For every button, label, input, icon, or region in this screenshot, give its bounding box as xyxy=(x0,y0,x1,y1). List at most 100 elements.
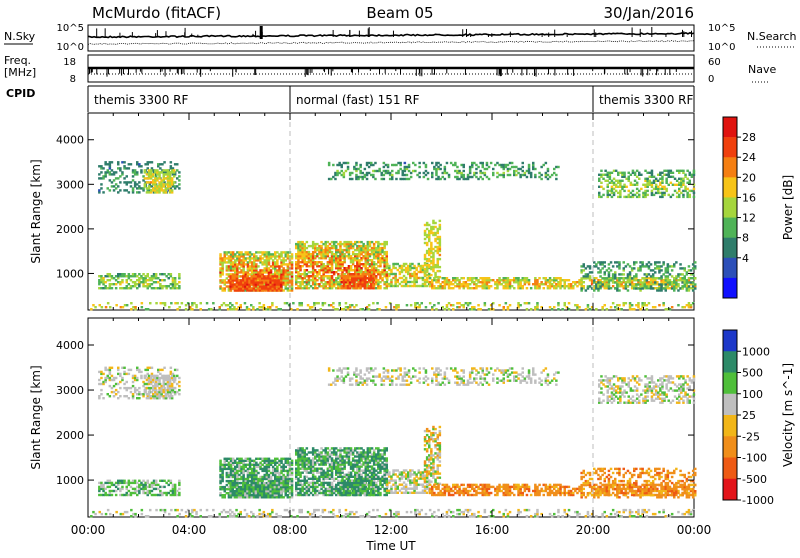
heatmap-cell xyxy=(149,302,152,304)
heatmap-cell xyxy=(672,194,675,196)
heatmap-cell xyxy=(488,166,491,168)
heatmap-cell xyxy=(123,387,126,389)
heatmap-cell xyxy=(636,182,639,184)
heatmap-cell xyxy=(625,302,628,304)
heatmap-cell xyxy=(651,170,654,172)
heatmap-cell xyxy=(178,492,181,494)
heatmap-cell xyxy=(351,172,354,174)
heatmap-cell xyxy=(522,162,525,164)
heatmap-cell xyxy=(172,490,175,492)
colorbar-swatch xyxy=(723,197,737,217)
heatmap-cell xyxy=(665,289,668,291)
heatmap-cell xyxy=(255,281,258,283)
heatmap-cell xyxy=(688,289,691,291)
heatmap-cell xyxy=(693,196,696,198)
heatmap-cell xyxy=(434,232,437,234)
heatmap-cell xyxy=(115,287,118,289)
heatmap-cell xyxy=(263,304,266,306)
heatmap-cell xyxy=(178,175,181,177)
heatmap-cell xyxy=(102,373,105,375)
heatmap-cell xyxy=(123,367,126,369)
heatmap-cell xyxy=(623,279,626,281)
heatmap-cell xyxy=(170,367,173,369)
heatmap-cell xyxy=(694,277,697,279)
heatmap-cell xyxy=(430,242,433,244)
heatmap-cell xyxy=(140,371,143,373)
heatmap-cell xyxy=(618,273,621,275)
heatmap-cell xyxy=(351,178,354,180)
heatmap-cell xyxy=(437,302,440,304)
heatmap-cell xyxy=(610,261,613,263)
heatmap-cell xyxy=(119,490,122,492)
heatmap-cell xyxy=(372,302,375,304)
heatmap-cell xyxy=(578,306,581,308)
heatmap-cell xyxy=(101,306,104,308)
heatmap-cell xyxy=(686,279,689,281)
heatmap-cell xyxy=(492,168,495,170)
heatmap-cell xyxy=(140,375,143,377)
freq-tick-bottom: 8 xyxy=(70,74,76,85)
heatmap-cell xyxy=(439,266,442,268)
heatmap-cell xyxy=(406,174,409,176)
heatmap-cell xyxy=(492,172,495,174)
heatmap-cell xyxy=(374,162,377,164)
heatmap-cell xyxy=(364,174,367,176)
heatmap-cell xyxy=(255,289,258,291)
heatmap-cell xyxy=(178,385,181,387)
heatmap-cell xyxy=(555,178,558,180)
heatmap-cell xyxy=(324,302,327,304)
heatmap-cell xyxy=(235,302,238,304)
heatmap-cell xyxy=(395,178,398,180)
heatmap-cell xyxy=(475,172,478,174)
colorbar-tick-label: 28 xyxy=(742,131,756,144)
heatmap-cell xyxy=(693,170,696,172)
heatmap-cell xyxy=(345,302,348,304)
heatmap-cell xyxy=(568,279,571,281)
heatmap-cell xyxy=(296,308,299,310)
heatmap-cell xyxy=(173,375,176,377)
heatmap-cell xyxy=(123,480,126,482)
heatmap-cell xyxy=(123,181,126,183)
heatmap-cell xyxy=(171,395,174,397)
heatmap-cell xyxy=(141,306,144,308)
heatmap-cell xyxy=(136,171,139,173)
nave-label: Nave xyxy=(748,63,776,76)
heatmap-cell xyxy=(123,383,126,385)
heatmap-cell xyxy=(100,393,103,395)
heatmap-cell xyxy=(128,167,131,169)
noise-tick-bottom-right: 10^0 xyxy=(708,42,735,53)
heatmap-cell xyxy=(128,480,131,482)
heatmap-cell xyxy=(623,261,626,263)
heatmap-cell xyxy=(632,190,635,192)
heatmap-cell xyxy=(181,302,184,304)
heatmap-cell xyxy=(519,304,522,306)
heatmap-cell xyxy=(150,169,153,171)
heatmap-cell xyxy=(429,302,432,304)
heatmap-cell xyxy=(176,163,179,165)
heatmap-cell xyxy=(540,174,543,176)
heatmap-cell xyxy=(178,285,181,287)
heatmap-cell xyxy=(610,269,613,271)
heatmap-cell xyxy=(221,480,224,482)
heatmap-cell xyxy=(526,176,529,178)
heatmap-cell xyxy=(604,304,607,306)
heatmap-cell xyxy=(136,367,139,369)
heatmap-cell xyxy=(589,275,592,277)
heatmap-cell xyxy=(200,302,203,304)
heatmap-cell xyxy=(236,275,239,277)
heatmap-cell xyxy=(434,272,437,274)
heatmap-cell xyxy=(515,170,518,172)
colorbar-swatch xyxy=(723,278,737,298)
heatmap-cell xyxy=(553,306,556,308)
heatmap-cell xyxy=(109,480,112,482)
heatmap-cell xyxy=(219,253,222,255)
heatmap-cell xyxy=(134,306,137,308)
heatmap-cell xyxy=(147,273,150,275)
heatmap-cell xyxy=(410,176,413,178)
heatmap-cell xyxy=(178,480,181,482)
heatmap-cell xyxy=(111,494,114,496)
heatmap-cell xyxy=(172,484,175,486)
heatmap-cell xyxy=(178,488,181,490)
